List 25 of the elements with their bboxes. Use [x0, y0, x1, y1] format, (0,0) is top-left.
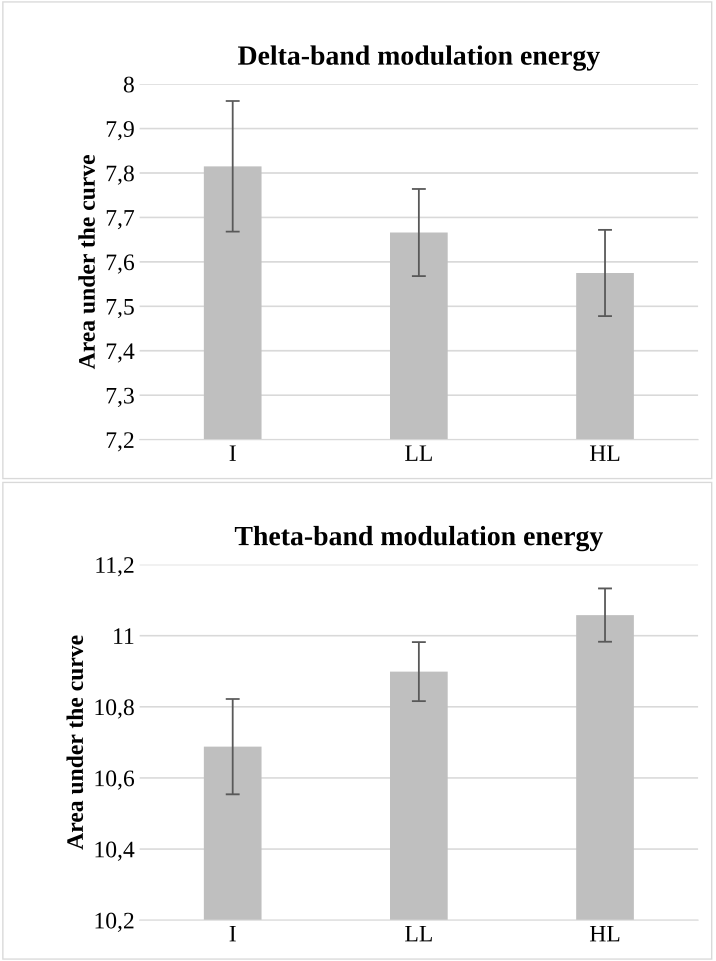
x-tick-label: LL: [405, 926, 432, 942]
x-tick-label: I: [230, 445, 236, 461]
y-tick-label: 7,5: [106, 299, 134, 318]
y-tick-label: 11: [114, 628, 134, 644]
y-tick-label: 7,2: [106, 432, 134, 452]
y-tick-label: 10,8: [96, 699, 134, 719]
y-tick-label: 7,8: [106, 165, 134, 185]
x-tick-label: HL: [590, 445, 620, 461]
y-tick-label: 7,4: [106, 343, 134, 363]
x-tick-label: LL: [405, 445, 432, 461]
x-tick-label: HL: [590, 926, 620, 942]
y-tick-label: 10,2: [96, 912, 134, 932]
y-tick-label: 8: [124, 76, 134, 93]
y-tick-label: 7,6: [106, 254, 134, 274]
y-axis-title: Area under the curve: [78, 155, 95, 370]
y-tick-label: 11,2: [96, 557, 134, 576]
chart-title: Delta-band modulation energy: [238, 45, 600, 71]
y-tick-label: 10,4: [96, 842, 134, 861]
y-tick-label: 7,9: [106, 121, 134, 140]
y-tick-label: 10,6: [96, 770, 134, 790]
x-tick-label: I: [230, 926, 236, 942]
y-axis-title: Area under the curve: [66, 636, 84, 850]
y-tick-label: 7,3: [106, 388, 134, 408]
y-tick-label: 7,7: [106, 210, 134, 230]
chart-title: Theta-band modulation energy: [234, 526, 604, 552]
